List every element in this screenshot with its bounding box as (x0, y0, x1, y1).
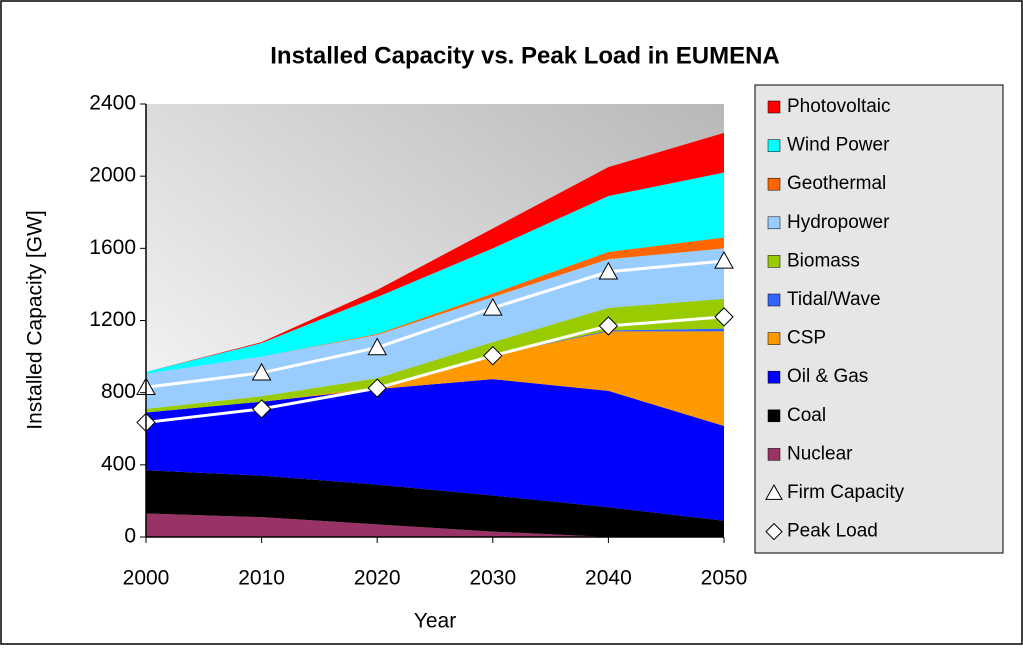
chart-title: Installed Capacity vs. Peak Load in EUME… (270, 42, 779, 69)
y-tick-label: 2400 (89, 92, 136, 115)
area (146, 298, 724, 413)
marker (598, 316, 619, 336)
legend-label: CSP (787, 328, 826, 349)
area (146, 132, 724, 372)
legend-label: Photovoltaic (787, 96, 891, 117)
legend-label: Tidal/Wave (787, 289, 881, 310)
marker (367, 378, 387, 398)
marker (765, 483, 783, 500)
x-axis-label: Year (414, 610, 456, 633)
y-tick-label: 0 (124, 525, 136, 548)
marker (714, 307, 734, 327)
legend-swatch (767, 216, 781, 230)
marker (714, 250, 734, 269)
legend-swatch (767, 139, 781, 152)
x-tick-label: 2050 (701, 567, 748, 590)
legend (754, 84, 1004, 554)
marker (367, 337, 388, 356)
line (145, 315, 725, 424)
legend-swatch (767, 100, 781, 114)
area (146, 379, 724, 521)
legend-label: Nuclear (787, 443, 853, 464)
legend-swatch (767, 177, 781, 191)
y-tick-label: 1200 (89, 308, 136, 331)
x-tick-label: 2030 (469, 567, 516, 590)
marker (251, 399, 272, 419)
legend-label: Oil & Gas (787, 366, 868, 387)
y-tick-label: 1600 (89, 236, 136, 259)
legend-label: Hydropower (787, 212, 890, 233)
x-tick-label: 2020 (354, 567, 401, 590)
line (145, 259, 725, 389)
y-tick-label: 400 (101, 452, 136, 475)
legend-swatch (767, 409, 781, 423)
y-axis-label: Installed Capacity [GW] (24, 210, 47, 429)
y-tick-label: 800 (101, 380, 136, 403)
x-tick-label: 2000 (123, 567, 170, 590)
area (146, 331, 724, 427)
legend-label: Biomass (787, 250, 860, 271)
marker (251, 362, 272, 381)
legend-label: Coal (787, 405, 826, 426)
legend-swatch (767, 448, 781, 461)
legend-swatch (767, 370, 781, 384)
legend-label: Peak Load (787, 521, 878, 542)
marker (482, 297, 503, 316)
legend-label: Geothermal (787, 173, 886, 194)
legend-label: Wind Power (787, 135, 890, 156)
area (146, 470, 724, 537)
legend-swatch (767, 332, 781, 345)
y-tick-label: 2000 (89, 164, 136, 187)
marker (483, 345, 503, 366)
legend-swatch (767, 255, 781, 268)
legend-swatch (767, 293, 781, 307)
x-tick-label: 2040 (585, 567, 632, 590)
area (146, 513, 724, 537)
area (146, 237, 724, 374)
x-tick-label: 2010 (238, 567, 285, 590)
legend-label: Firm Capacity (787, 482, 905, 503)
area (146, 172, 724, 374)
marker (598, 261, 619, 280)
marker (765, 522, 783, 541)
